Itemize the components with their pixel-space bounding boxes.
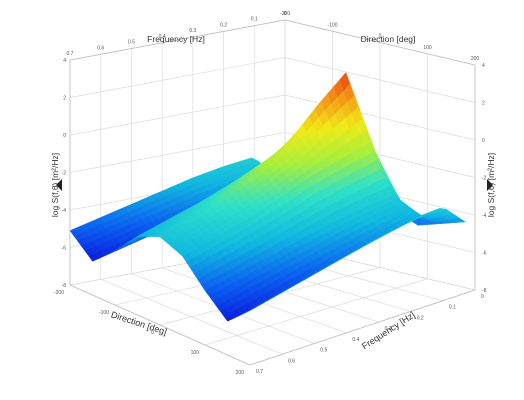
frequency-tick-top: 0.5 (128, 40, 135, 46)
frame-edge (284, 19, 476, 66)
frequency-tick-top: 0.7 (67, 51, 74, 57)
frequency-tick-front: 0.1 (449, 305, 456, 311)
value-tick-right: 4 (482, 63, 485, 69)
frequency-tick-front: 0.4 (352, 337, 359, 343)
value-tick-right: -4 (482, 213, 487, 219)
frequency-tick-front: 0 (481, 294, 484, 300)
direction-tick-top: 100 (423, 45, 432, 51)
frequency-tick-top: 0.3 (189, 28, 196, 34)
rotate-left-handle[interactable] (54, 178, 64, 192)
frame-edge (249, 289, 476, 366)
value-tick-right: -2 (482, 176, 487, 182)
direction-tick-front: -200 (54, 290, 64, 296)
value-tick-left: -2 (62, 171, 67, 177)
value-tick-left: -8 (62, 283, 67, 289)
frequency-tick-front: 0.3 (385, 326, 392, 332)
surface-patch (246, 306, 257, 313)
frame-edge (69, 284, 251, 366)
rotate-right-handle[interactable] (485, 178, 495, 192)
direction-tick-front: -100 (99, 310, 109, 316)
grid-line-value (69, 57, 476, 103)
surface-plot (69, 72, 466, 322)
frequency-axis-title-top: Frequency [Hz] (147, 34, 205, 44)
value-tick-left: -6 (62, 246, 67, 252)
direction-tick-top: -100 (327, 22, 337, 28)
direction-tick-front: 200 (236, 370, 245, 376)
value-tick-left: 2 (63, 96, 66, 102)
frequency-tick-front: 0.2 (417, 315, 424, 321)
tick-labels: -8-8-6-6-4-4-2-20022440.70.60.50.40.30.2… (54, 11, 487, 376)
frequency-tick-top: 0.4 (159, 34, 166, 40)
value-axis-title-left: log S(f,θ) [m²/Hz] (50, 153, 60, 217)
frequency-tick-top: 0.2 (220, 22, 227, 28)
frequency-tick-top: 0.6 (97, 45, 104, 51)
frequency-tick-front: 0.6 (288, 358, 295, 364)
value-tick-left: 4 (63, 58, 66, 64)
value-tick-right: 2 (482, 101, 485, 107)
value-tick-left: -4 (62, 208, 67, 214)
direction-tick-front: 0 (151, 330, 154, 336)
frequency-axis-title-front: Frequency [Hz] (360, 310, 417, 352)
frequency-tick-top: 0 (284, 11, 287, 17)
value-tick-right: -6 (482, 251, 487, 257)
value-tick-right: -8 (482, 288, 487, 294)
value-tick-left: 0 (63, 133, 66, 139)
direction-axis-title-front: Direction [deg] (110, 309, 168, 336)
direction-tick-top: -200 (280, 11, 290, 17)
direction-tick-top: 0 (379, 34, 382, 40)
frame-edge (69, 19, 286, 61)
frequency-tick-front: 0.5 (320, 348, 327, 354)
chart-frame (69, 19, 476, 366)
value-tick-right: 0 (482, 138, 485, 144)
floor-grid-direction (204, 278, 428, 346)
direction-tick-top: 200 (471, 56, 480, 62)
direction-axis-title-top: Direction [deg] (361, 34, 416, 44)
grid-line-value (69, 94, 476, 141)
frequency-tick-front: 0.7 (256, 369, 263, 375)
frequency-tick-top: 0.1 (251, 17, 258, 23)
direction-tick-front: 100 (191, 350, 200, 356)
